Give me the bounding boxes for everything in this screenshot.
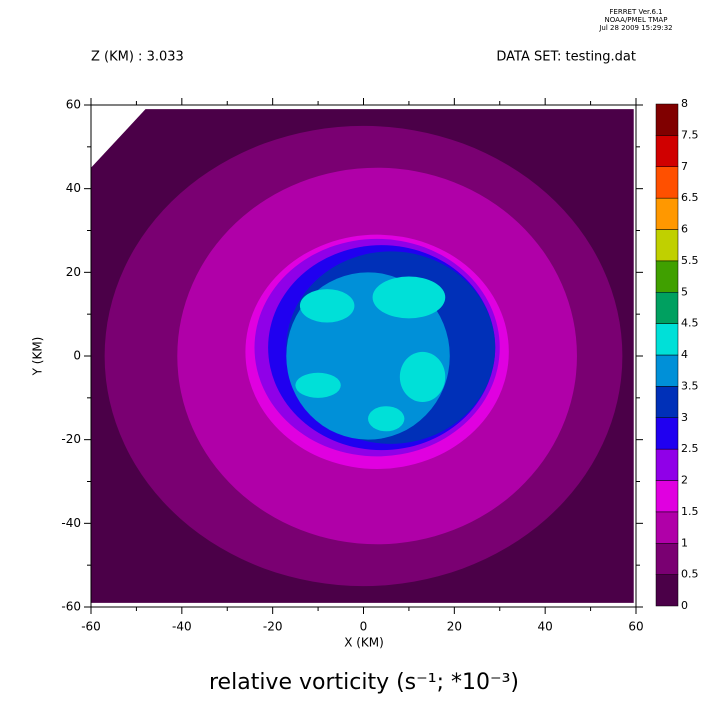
colorbar-label: 4 (681, 348, 688, 361)
colorbar-label: 8 (681, 97, 688, 110)
left-header: Z (KM) : 3.033 (91, 50, 184, 65)
chart-title: relative vorticity (s⁻¹; *10⁻³) (209, 670, 519, 695)
stamp: Jul 28 2009 15:29:32 (598, 24, 672, 32)
contour-region (368, 406, 405, 432)
y-tick-label: 40 (66, 181, 81, 195)
colorbar-swatch (655, 574, 679, 607)
colorbar-label: 0.5 (681, 568, 699, 581)
colorbar-swatch (655, 480, 679, 513)
contour-region (372, 276, 446, 319)
colorbar-swatch (655, 354, 679, 387)
colorbar-swatch (655, 229, 679, 262)
x-tick-label: 0 (360, 620, 368, 634)
stamp: FERRET Ver.6.1 (609, 8, 662, 16)
colorbar-swatch (655, 511, 679, 544)
x-tick-label: -40 (172, 620, 192, 634)
y-tick-label: -40 (61, 516, 81, 530)
colorbar-label: 0 (681, 599, 688, 612)
colorbar-swatch (655, 197, 679, 230)
colorbar-swatch (655, 166, 679, 199)
x-axis-label: X (KM) (344, 636, 384, 650)
colorbar-swatch (655, 386, 679, 418)
colorbar-swatch (655, 323, 679, 356)
x-tick-label: 20 (447, 620, 462, 634)
colorbar-label: 5.5 (681, 254, 699, 267)
colorbar-swatch (655, 543, 679, 575)
contour-region (299, 289, 355, 323)
colorbar-label: 5 (681, 285, 688, 298)
colorbar-swatch (655, 135, 679, 167)
y-tick-label: 60 (66, 98, 81, 112)
y-tick-label: 20 (66, 265, 81, 279)
colorbar-swatch (655, 292, 679, 324)
colorbar-swatch (655, 103, 679, 136)
colorbar-label: 2.5 (681, 442, 699, 455)
y-tick-label: 0 (73, 349, 81, 363)
contour-region (399, 351, 446, 403)
contour-region (295, 372, 341, 398)
colorbar-swatch (655, 417, 679, 450)
colorbar-label: 1.5 (681, 505, 699, 518)
colorbar-label: 2 (681, 474, 688, 487)
colorbar-label: 3 (681, 411, 688, 424)
stamp: NOAA/PMEL TMAP (605, 16, 668, 24)
x-tick-label: -20 (263, 620, 283, 634)
colorbar-label: 1 (681, 536, 688, 549)
colorbar-label: 6 (681, 223, 688, 236)
colorbar-swatch (655, 448, 679, 481)
x-tick-label: -60 (81, 620, 101, 634)
colorbar-label: 4.5 (681, 317, 699, 330)
y-tick-label: -20 (61, 432, 81, 446)
colorbar-label: 3.5 (681, 379, 699, 392)
colorbar-label: 7 (681, 160, 688, 173)
x-tick-label: 40 (538, 620, 553, 634)
y-tick-label: -60 (61, 600, 81, 614)
colorbar-label: 7.5 (681, 128, 699, 141)
colorbar-swatch (655, 260, 679, 293)
right-header: DATA SET: testing.dat (496, 50, 636, 65)
colorbar-label: 6.5 (681, 191, 699, 204)
y-axis-label: Y (KM) (31, 337, 45, 377)
x-tick-label: 60 (628, 620, 643, 634)
